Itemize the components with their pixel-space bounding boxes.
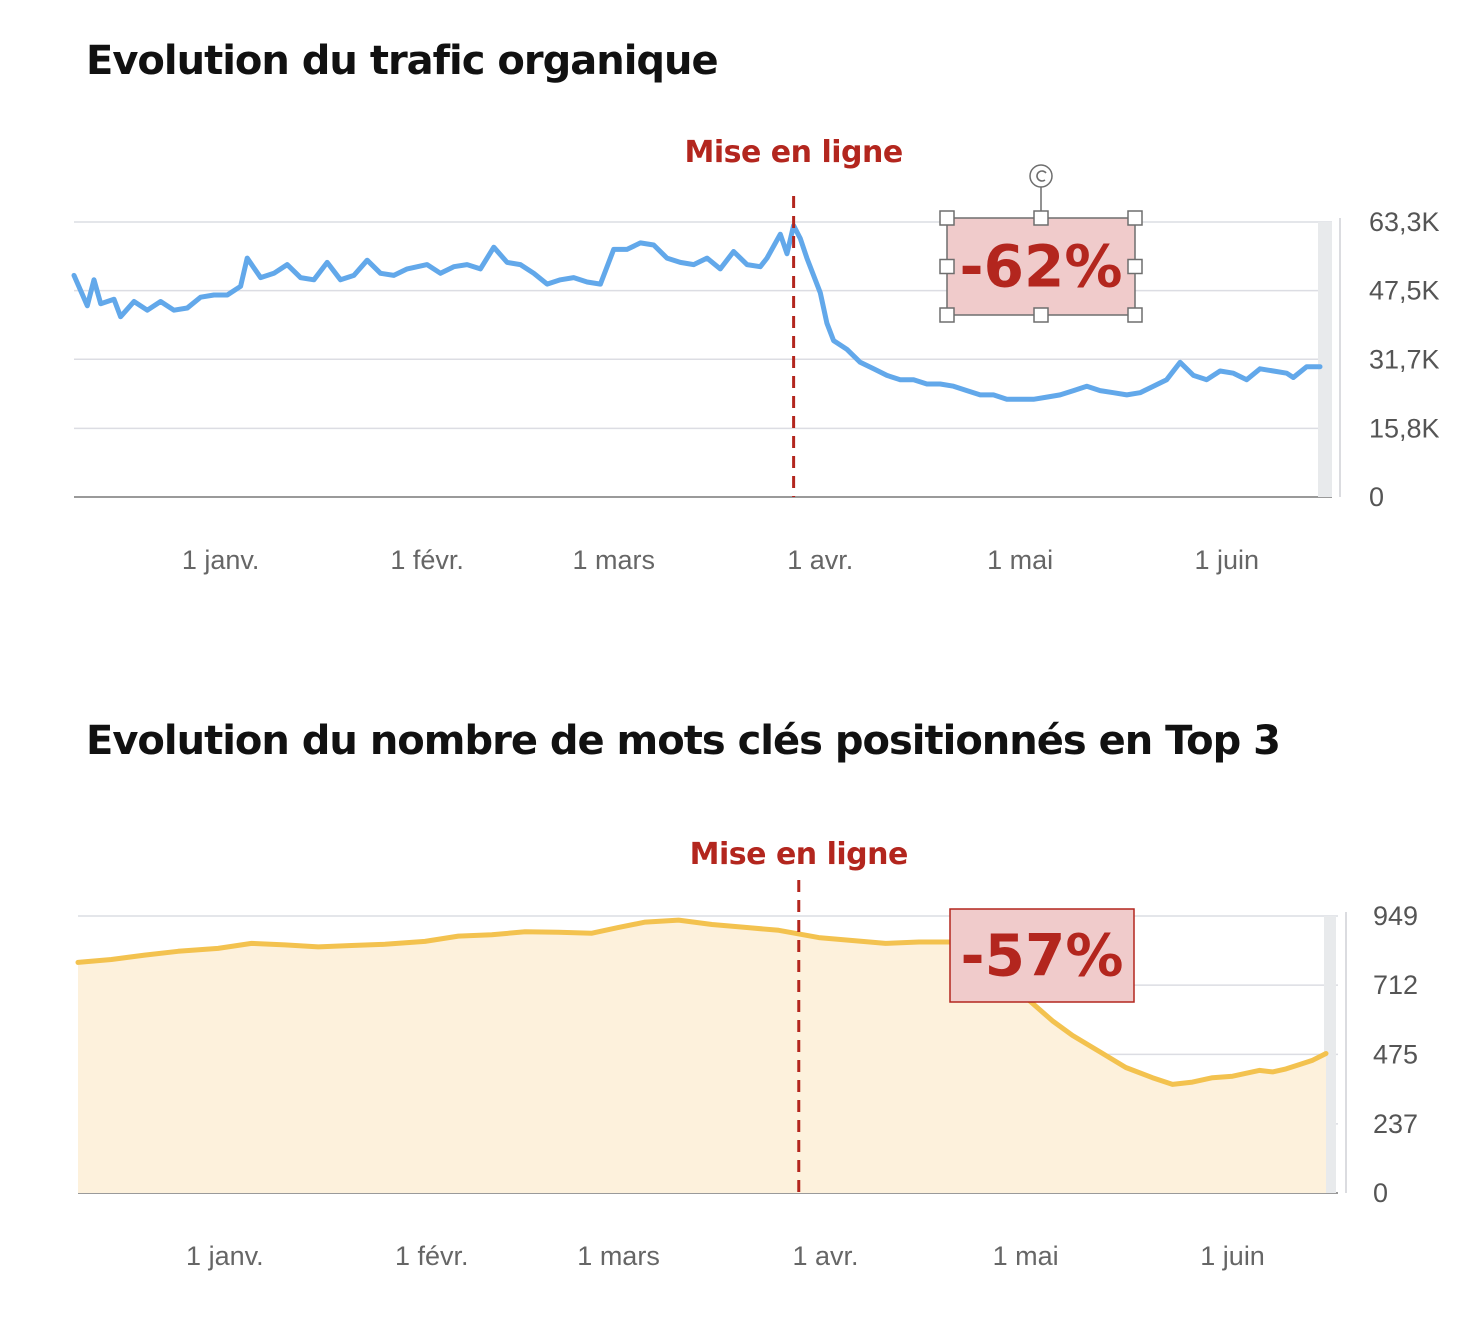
area-fill xyxy=(78,920,1326,1193)
resize-handle[interactable] xyxy=(1127,210,1143,226)
right-scroll-band xyxy=(1318,222,1332,497)
resize-handle[interactable] xyxy=(1033,307,1049,323)
y-tick-label: 712 xyxy=(1373,970,1418,1000)
series-line xyxy=(71,223,1323,402)
chart-1-title: Evolution du trafic organique xyxy=(86,38,719,84)
chart-2-title: Evolution du nombre de mots clés positio… xyxy=(86,718,1281,764)
x-tick-label: 1 févr. xyxy=(390,545,464,575)
y-tick-label: 475 xyxy=(1373,1039,1418,1069)
x-tick-label: 1 mars xyxy=(577,1241,660,1271)
rotate-arrow xyxy=(1036,170,1047,182)
series-line xyxy=(75,917,1329,1087)
x-tick-label: 1 févr. xyxy=(395,1241,469,1271)
x-tick-label: 1 mai xyxy=(993,1241,1059,1271)
chart-1-organic-traffic: 0 15,8K 31,7K 47,5K 63,3K 1 janv. 1 févr. 1 mar… xyxy=(71,135,1440,575)
x-tick-label: 1 mai xyxy=(987,545,1053,575)
x-tick-label: 1 juin xyxy=(1200,1241,1265,1271)
change-badge-label: -57% xyxy=(961,922,1124,990)
x-tick-label: 1 avr. xyxy=(787,545,853,575)
resize-handle[interactable] xyxy=(939,210,955,226)
x-tick-label: 1 juin xyxy=(1194,545,1259,575)
y-tick-label: 31,7K xyxy=(1369,344,1440,374)
y-tick-label: 949 xyxy=(1373,901,1418,931)
launch-marker-label: Mise en ligne xyxy=(685,135,903,170)
launch-marker-label: Mise en ligne xyxy=(690,837,908,872)
y-tick-label: 47,5K xyxy=(1369,276,1440,306)
change-badge-box[interactable] xyxy=(949,908,1135,1003)
resize-handle[interactable] xyxy=(939,307,955,323)
rotate-handle-icon[interactable] xyxy=(1029,164,1053,188)
resize-handle[interactable] xyxy=(1127,258,1143,275)
y-tick-label: 63,3K xyxy=(1369,207,1440,237)
change-badge-label: -62% xyxy=(960,233,1123,301)
x-tick-label: 1 mars xyxy=(572,545,655,575)
y-tick-label: 15,8K xyxy=(1369,413,1440,443)
resize-handle[interactable] xyxy=(939,258,955,275)
right-scroll-band xyxy=(1324,916,1336,1193)
resize-handle[interactable] xyxy=(1127,307,1143,323)
change-badge-box[interactable] xyxy=(946,217,1136,316)
y-tick-label: 0 xyxy=(1373,1178,1388,1208)
y-tick-label: 237 xyxy=(1373,1109,1418,1139)
x-tick-label: 1 janv. xyxy=(182,545,260,575)
resize-handle[interactable] xyxy=(1033,210,1049,226)
x-tick-label: 1 janv. xyxy=(186,1241,264,1271)
chart-2-top3-keywords: 0 237 475 712 949 1 janv. 1 févr. 1 mars 1 avr. 1… xyxy=(75,837,1418,1271)
y-tick-label: 0 xyxy=(1369,482,1384,512)
x-tick-label: 1 avr. xyxy=(792,1241,858,1271)
